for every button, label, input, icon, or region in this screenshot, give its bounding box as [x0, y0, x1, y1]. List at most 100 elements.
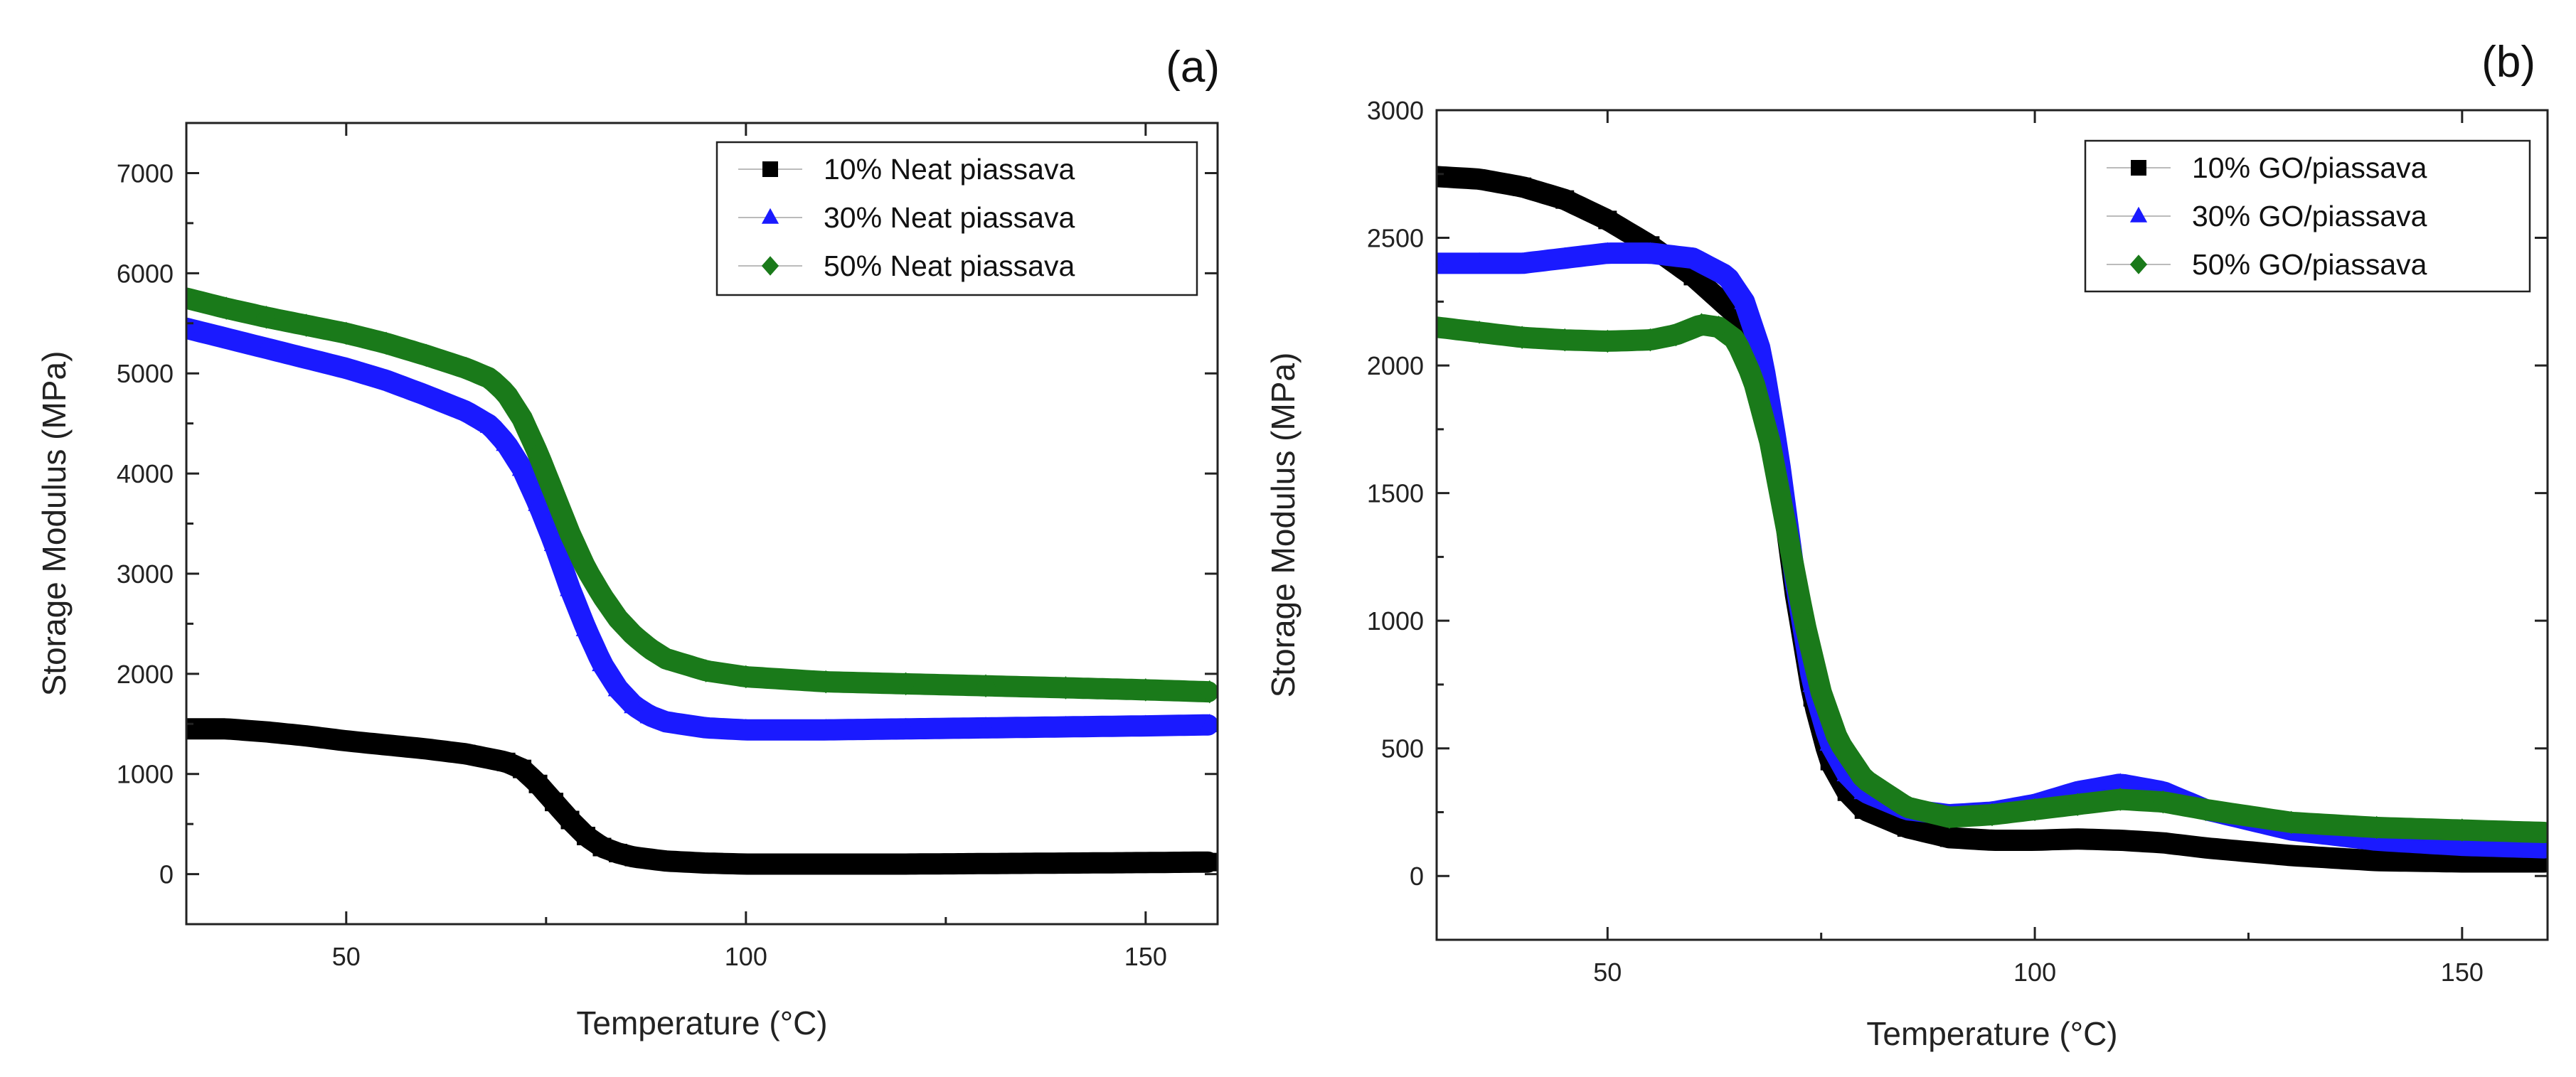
panel-b-series-3-point	[2452, 818, 2473, 842]
panel-a-series-3-point	[215, 296, 237, 320]
panel-a-series-1-point	[624, 847, 644, 867]
panel-b-series-2-point	[2452, 834, 2473, 853]
panel-a-series-2-point	[895, 717, 916, 736]
panel-a-series-2-point	[496, 432, 516, 451]
panel-b-series-3-point	[1811, 680, 1831, 704]
panel-b-series-1-point	[2196, 838, 2215, 857]
panel-a-series-1-point	[560, 810, 580, 830]
panel-a-series-1-point	[457, 744, 476, 763]
panel-a-series-3-point	[415, 343, 437, 368]
panel-a-series-2-point	[975, 717, 996, 736]
panel-a-series-3-point	[1135, 678, 1156, 702]
panel-a-label: (a)	[1166, 43, 1220, 92]
panel-a-series-1-point	[1200, 852, 1218, 872]
panel-a-y-tick-label: 6000	[117, 259, 174, 288]
panel-b-series-1-point	[1598, 210, 1617, 230]
panel-a-series-1-point	[417, 739, 436, 759]
panel-a-series-2-point	[543, 532, 565, 552]
panel-a-series-3-point	[336, 321, 357, 345]
panel-a-series-2-point	[656, 710, 676, 729]
panel-b-series-3-point	[1597, 329, 1618, 353]
panel-b-legend-label: 50% GO/piassava	[2192, 248, 2427, 281]
panel-b-series-1-point	[1513, 177, 1532, 196]
panel-a-legend-box	[715, 141, 1198, 296]
panel-b-series-3-point	[1742, 366, 1763, 390]
panel-b-y-tick-label: 2500	[1367, 224, 1424, 253]
panel-a-series-2-point	[415, 384, 437, 403]
panel-a-series-3	[186, 286, 1218, 704]
panel-a-series-3-line	[186, 287, 1218, 703]
panel-a-legend-marker	[761, 256, 779, 276]
panel-a-series-2-line	[186, 317, 1218, 741]
panel-b-series-3-point	[2281, 810, 2301, 835]
panel-b-series-1-point	[2068, 830, 2087, 849]
panel-b-series-1-point	[1983, 830, 2001, 850]
panel-a-chart: 50 100 150 0 1000 2000 3000 4000 5000 6000 7000 Tem…	[36, 43, 1220, 1041]
panel-a-series-3-point	[186, 286, 197, 310]
panel-a-series-3-point	[624, 624, 644, 648]
panel-b-series-1-point	[1555, 190, 1575, 209]
panel-b-series-3-point	[1437, 315, 1447, 339]
panel-b-series-3-point	[2537, 820, 2548, 845]
panel-a-series-3-point	[592, 584, 612, 608]
panel-a-series-1-point	[336, 732, 356, 751]
panel-b-x-tick-label: 100	[2013, 958, 2056, 987]
panel-a-series-2-point	[575, 617, 597, 636]
panel-a-series-2-point	[592, 653, 612, 672]
panel-b-series-2-point	[1734, 290, 1755, 309]
panel-a-series-2-point	[296, 347, 316, 366]
panel-a-series-2-point	[560, 577, 580, 596]
panel-a-series-2-point	[376, 369, 397, 388]
panel-a-x-tick-label: 150	[1124, 942, 1167, 971]
panel-a-series-1-point	[976, 854, 996, 873]
panel-a-y-tick-label: 3000	[117, 559, 174, 589]
panel-a-legend-label: 50% Neat piassava	[824, 250, 1075, 282]
panel-b-legend-label: 30% GO/piassava	[2192, 200, 2427, 232]
panel-a-series-1	[186, 718, 1218, 875]
panel-b-series-3-point	[1511, 326, 1533, 349]
panel-b-series-2-point	[1751, 341, 1772, 360]
panel-b-series-2-point	[1597, 242, 1618, 261]
panel-b-y-tick-label: 1000	[1367, 606, 1424, 636]
panel-b-y-tick-label: 500	[1381, 734, 1424, 763]
panel-a-series-3-point	[815, 670, 836, 694]
panel-b-series-1-point	[1470, 169, 1489, 188]
panel-a-series-3-point	[639, 637, 661, 660]
panel-b-x-tick-label: 150	[2441, 958, 2484, 987]
panel-b-x-tick-label: 50	[1593, 958, 1622, 987]
panel-a-series-2-point	[1055, 715, 1076, 734]
panel-a-series-3-point	[607, 607, 629, 631]
panel-a-y-tick-label: 5000	[117, 359, 174, 388]
panel-a-y-axis-title: Storage Modulus (MPa)	[36, 351, 73, 697]
panel-a-series-3-point	[376, 331, 397, 355]
panel-a-y-tick-label: 7000	[117, 159, 174, 188]
panel-b-series-3-point	[1777, 520, 1797, 543]
panel-a-series-3-point	[479, 366, 501, 390]
panel-a-series-3-point	[656, 647, 676, 670]
panel-b-series-3-point	[1666, 323, 1686, 347]
panel-a-y-tick-label: 0	[159, 860, 174, 889]
panel-a-series-3-point	[511, 407, 533, 430]
panel-b-series-2-point	[1437, 252, 1447, 271]
panel-b-legend: 10% GO/piassava 30% GO/piassava 50% GO/pia…	[2084, 139, 2531, 293]
panel-b-series-3-point	[2366, 815, 2387, 840]
panel-b-series-2-point	[2109, 773, 2131, 792]
panel-b-chart: 50 100 150050010001500200025003000Temperat…	[1265, 38, 2549, 1052]
panel-a-series-2-point	[479, 414, 501, 433]
panel-a-series-3-point	[895, 672, 916, 696]
panel-b-y-tick-label: 1500	[1367, 479, 1424, 508]
panel-a-legend: 10% Neat piassava 30% Neat piassava 50% Ne…	[715, 141, 1198, 296]
panel-b-series-3-point	[1794, 609, 1814, 633]
panel-b-series-2-point	[1717, 264, 1737, 284]
panel-a-series-3-point	[456, 356, 477, 380]
panel-b-series-3-line	[1437, 314, 2548, 843]
panel-a-series-2-point	[256, 337, 277, 356]
panel-b-series-1-point	[2026, 830, 2045, 850]
panel-b-series-3-point	[1896, 795, 1917, 819]
panel-a-series-1-point	[496, 752, 516, 771]
panel-b-series-3-point	[1640, 328, 1661, 352]
panel-a-series-1-point	[736, 854, 755, 874]
panel-b-x-axis-title: Temperature (°C)	[1866, 1015, 2117, 1052]
panel-a-series-1-point	[608, 843, 627, 862]
panel-b-series-3-point	[2196, 798, 2216, 822]
